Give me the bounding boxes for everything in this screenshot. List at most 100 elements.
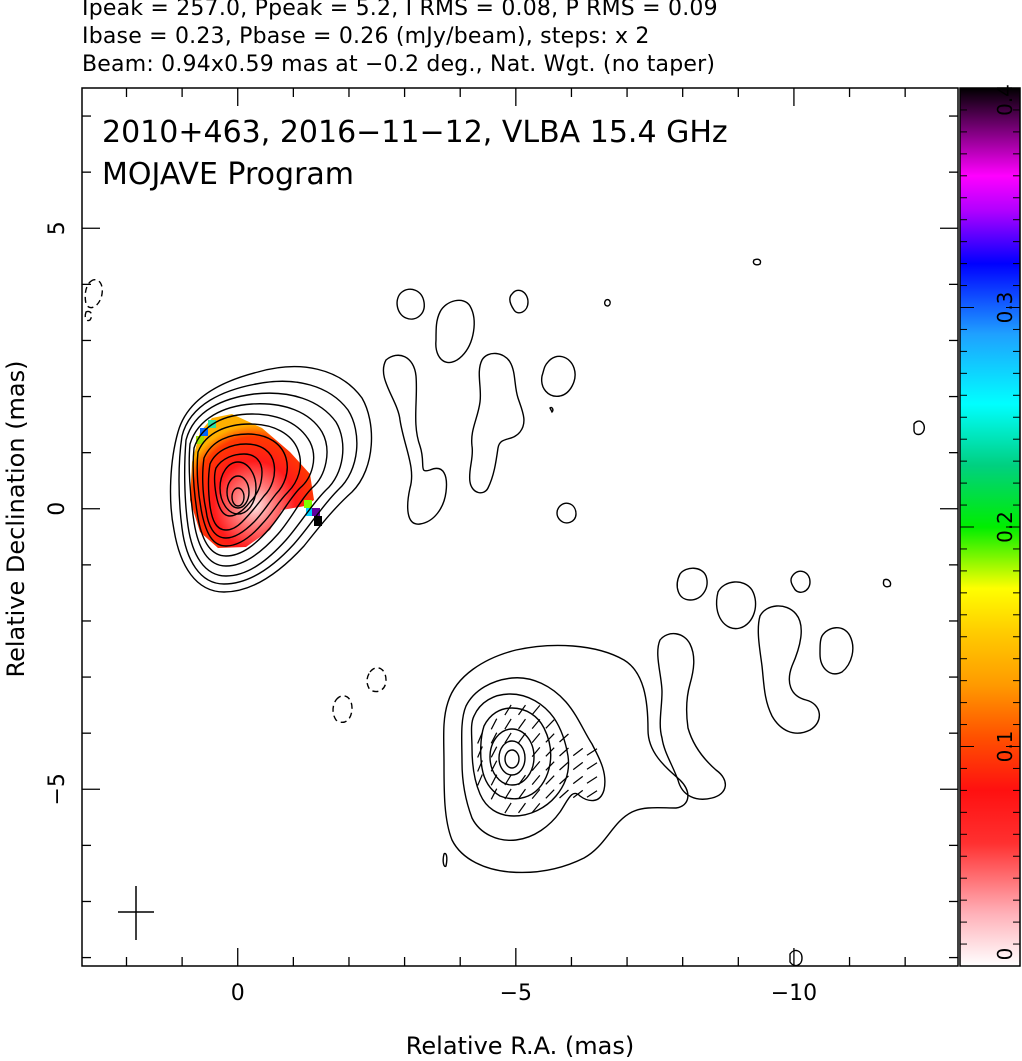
- evpa-tick: [490, 774, 498, 786]
- evpa-tick: [559, 747, 569, 757]
- x-tick-labels: 0 −5 −10: [231, 981, 817, 1006]
- evpa-tick: [490, 788, 498, 800]
- negative-contour: [366, 667, 387, 693]
- evpa-tick: [531, 705, 541, 715]
- colorbar-tick-label: 0.1: [993, 731, 1017, 763]
- core-polarization-patch: [190, 414, 314, 548]
- axis-ticks: [82, 88, 958, 966]
- pol-edge-pixel: [306, 508, 314, 516]
- evpa-tick: [572, 747, 584, 757]
- pol-edge-pixel: [314, 516, 322, 526]
- core-contour-outer: [169, 366, 373, 593]
- jet-contour: [604, 298, 611, 307]
- jet-contour: [789, 949, 803, 966]
- negative-contour: [332, 695, 353, 724]
- evpa-tick: [504, 718, 512, 730]
- evpa-tick: [477, 774, 483, 786]
- jet-contour: [435, 299, 475, 364]
- evpa-tick: [531, 775, 541, 785]
- evpa-tick: [518, 788, 526, 800]
- colorbar-tick-labels: 0 0.1 0.2 0.3 0.4: [993, 84, 1017, 960]
- jet-contour: [819, 627, 854, 675]
- jet-contour: [541, 355, 576, 397]
- evpa-tick: [572, 775, 584, 785]
- intensity-contours: [169, 258, 926, 966]
- x-tick-label: −5: [500, 981, 532, 1006]
- x-tick-label: −10: [771, 981, 817, 1006]
- evpa-tick: [504, 788, 512, 800]
- evpa-tick: [572, 789, 584, 799]
- evpa-tick: [531, 719, 541, 729]
- evpa-tick: [518, 718, 526, 730]
- evpa-tick: [518, 774, 526, 786]
- evpa-tick: [518, 802, 526, 814]
- negative-contours: [84, 278, 387, 724]
- jet-contour: [657, 633, 726, 800]
- jet-contour: [752, 258, 762, 266]
- evpa-tick: [531, 803, 541, 813]
- jet-contour: [549, 406, 554, 414]
- core-contour: [192, 413, 315, 557]
- negative-contour: [84, 278, 104, 309]
- jet-contour: [468, 352, 525, 494]
- plot-title-line-2: MOJAVE Program: [102, 157, 354, 192]
- jet-contour: [556, 502, 577, 524]
- header-stats-line-2: Ibase = 0.23, Pbase = 0.26 (mJy/beam), s…: [82, 24, 650, 49]
- evpa-tick: [504, 774, 512, 786]
- jet-contour: [715, 581, 757, 630]
- core-contour: [207, 443, 276, 531]
- evpa-tick: [531, 761, 541, 771]
- evpa-tick: [477, 732, 483, 744]
- component-contour: [470, 693, 570, 817]
- core-contour-peak: [231, 487, 245, 507]
- colorbar-tick-label: 0.2: [993, 511, 1017, 543]
- evpa-tick: [477, 746, 483, 758]
- evpa-tick: [545, 775, 555, 785]
- evpa-vectors: [477, 704, 598, 814]
- jet-contour: [790, 570, 811, 593]
- jet-contour: [913, 420, 926, 436]
- jet-contour: [509, 289, 529, 314]
- pol-edge-pixel: [304, 500, 312, 508]
- colorbar-tick-label: 0.4: [993, 84, 1017, 116]
- component-contour: [498, 740, 526, 776]
- pol-edge-pixel: [196, 436, 204, 444]
- x-axis-title: Relative R.A. (mas): [406, 1032, 634, 1060]
- evpa-tick: [477, 760, 483, 772]
- y-tick-labels: 5 0 −5: [45, 221, 70, 805]
- component-contour: [460, 677, 606, 841]
- evpa-tick: [545, 733, 555, 743]
- core-contour: [188, 403, 328, 567]
- evpa-tick: [586, 776, 598, 784]
- evpa-tick: [504, 802, 512, 814]
- core-contour: [201, 433, 288, 539]
- evpa-tick: [490, 746, 498, 758]
- beam-marker: [118, 886, 154, 940]
- evpa-tick: [545, 761, 555, 771]
- evpa-tick: [504, 704, 512, 716]
- core-contour: [178, 380, 358, 585]
- core-contour: [183, 392, 344, 577]
- jet-contour: [442, 852, 448, 868]
- y-axis-title: Relative Declination (mas): [2, 360, 30, 677]
- evpa-tick: [545, 747, 555, 757]
- jet-contour: [882, 578, 892, 588]
- evpa-tick: [518, 704, 526, 716]
- colorbar-tick-label: 0.3: [993, 292, 1017, 324]
- x-tick-label: 0: [231, 981, 245, 1006]
- component-contour-outer: [442, 644, 689, 874]
- evpa-tick: [531, 747, 541, 757]
- evpa-tick: [504, 732, 512, 744]
- colorbar-ticks: [960, 87, 1020, 967]
- y-tick-label: −5: [45, 773, 70, 805]
- jet-contour: [676, 567, 708, 601]
- evpa-tick: [586, 748, 598, 756]
- pol-edge-pixel: [312, 508, 320, 516]
- plot-title-line-1: 2010+463, 2016−11−12, VLBA 15.4 GHz: [102, 115, 728, 150]
- evpa-tick: [518, 732, 526, 744]
- evpa-tick: [559, 761, 569, 771]
- evpa-tick: [572, 761, 584, 771]
- evpa-tick: [586, 790, 598, 798]
- core-contour: [213, 453, 263, 517]
